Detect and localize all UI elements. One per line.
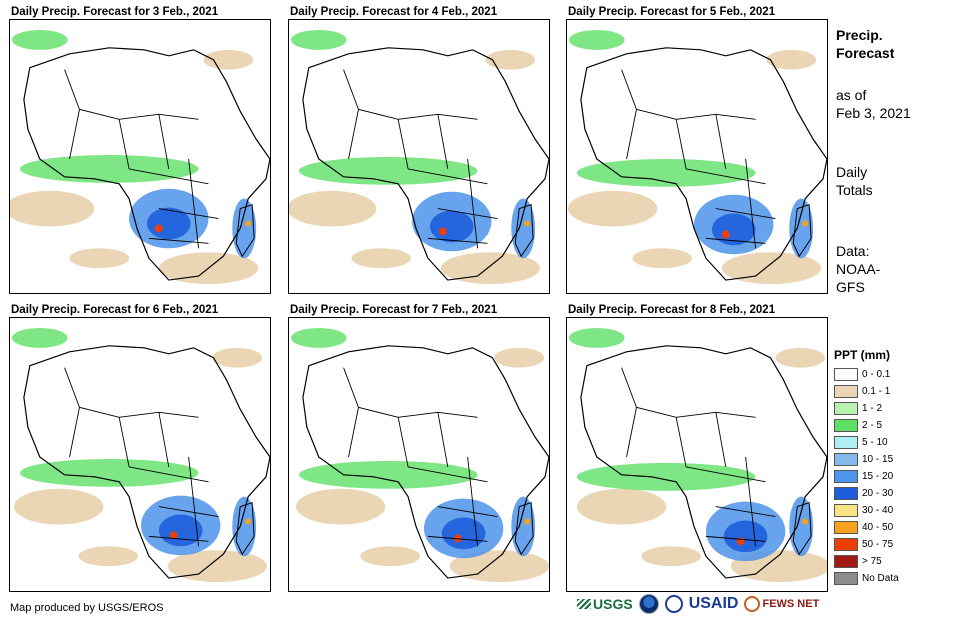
legend-item: 50 - 75 <box>834 536 924 553</box>
legend-item: 15 - 20 <box>834 468 924 485</box>
precip-map <box>288 19 550 294</box>
logo-strip: USGS USAID FEWS NET <box>577 594 819 614</box>
legend-swatch <box>834 572 858 585</box>
legend-swatch <box>834 436 858 449</box>
legend-item: 30 - 40 <box>834 502 924 519</box>
totals-line2: Totals <box>836 182 873 198</box>
forecast-panel-6: Daily Precip. Forecast for 8 Feb., 2021 <box>566 304 828 592</box>
precip-map <box>288 317 550 592</box>
legend: PPT (mm) 0 - 0.1 0.1 - 1 1 - 2 2 - 5 5 - 10 1… <box>834 348 924 587</box>
usgs-wave-icon <box>577 599 591 609</box>
forecast-panel-2: Daily Precip. Forecast for 4 Feb., 2021 <box>288 6 550 294</box>
legend-swatch <box>834 538 858 551</box>
precip-map <box>566 19 828 294</box>
fews-globe-icon <box>744 596 761 612</box>
legend-label: 10 - 15 <box>862 454 894 465</box>
legend-swatch <box>834 487 858 500</box>
sidebar-title-line2: Forecast <box>836 45 895 61</box>
noaa-logo-icon <box>638 594 659 614</box>
legend-title: PPT (mm) <box>834 348 891 362</box>
legend-swatch <box>834 555 858 568</box>
legend-label: > 75 <box>862 556 882 567</box>
asof-line1: as of <box>836 87 867 103</box>
sidebar-data-source: Data: NOAA- GFS <box>836 242 880 296</box>
legend-item: 5 - 10 <box>834 434 924 451</box>
africa-map-graphic <box>10 29 270 285</box>
asof-line2: Feb 3, 2021 <box>836 105 911 121</box>
legend-item: No Data <box>834 570 924 587</box>
totals-line1: Daily <box>836 164 868 180</box>
africa-map-graphic <box>11 327 270 583</box>
legend-label: 5 - 10 <box>862 437 888 448</box>
legend-label: 50 - 75 <box>862 539 894 550</box>
legend-item: 1 - 2 <box>834 400 924 417</box>
precip-map <box>566 317 828 592</box>
legend-swatch <box>834 419 858 432</box>
usaid-logo: USAID <box>688 595 739 612</box>
data-line3: GFS <box>836 279 865 295</box>
africa-map-graphic <box>568 327 827 583</box>
legend-item: 10 - 15 <box>834 451 924 468</box>
precip-map <box>9 317 271 592</box>
legend-label: 15 - 20 <box>862 471 894 482</box>
forecast-panel-3: Daily Precip. Forecast for 5 Feb., 2021 <box>566 6 828 294</box>
sidebar-asof: as of Feb 3, 2021 <box>836 86 911 122</box>
fews-logo: FEWS NET <box>744 596 819 612</box>
legend-swatch <box>834 402 858 415</box>
legend-item: 20 - 30 <box>834 485 924 502</box>
panel-title: Daily Precip. Forecast for 6 Feb., 2021 <box>11 304 219 316</box>
legend-label: No Data <box>862 573 899 584</box>
legend-swatch <box>834 521 858 534</box>
precip-map <box>9 19 271 294</box>
sidebar-totals: Daily Totals <box>836 163 873 199</box>
sidebar-title-line1: Precip. <box>836 27 883 43</box>
usaid-seal-icon <box>664 595 683 613</box>
legend-item: 0 - 0.1 <box>834 366 924 383</box>
legend-item: > 75 <box>834 553 924 570</box>
panel-title: Daily Precip. Forecast for 4 Feb., 2021 <box>290 6 498 18</box>
legend-swatch <box>834 453 858 466</box>
legend-swatch <box>834 368 858 381</box>
data-line1: Data: <box>836 243 870 259</box>
legend-item: 0.1 - 1 <box>834 383 924 400</box>
legend-label: 40 - 50 <box>862 522 894 533</box>
map-credit: Map produced by USGS/EROS <box>10 602 164 614</box>
legend-label: 1 - 2 <box>862 403 883 414</box>
legend-swatch <box>834 385 858 398</box>
panel-title: Daily Precip. Forecast for 5 Feb., 2021 <box>568 6 776 18</box>
sidebar-title: Precip. Forecast <box>836 26 894 62</box>
forecast-panel-4: Daily Precip. Forecast for 6 Feb., 2021 <box>9 304 271 592</box>
legend-swatch <box>834 470 858 483</box>
legend-item: 2 - 5 <box>834 417 924 434</box>
legend-label: 20 - 30 <box>862 488 894 499</box>
panel-title: Daily Precip. Forecast for 8 Feb., 2021 <box>568 304 776 316</box>
forecast-panel-1: Daily Precip. Forecast for 3 Feb., 2021 <box>9 6 271 294</box>
data-line2: NOAA- <box>836 261 881 277</box>
legend-label: 0.1 - 1 <box>862 386 891 397</box>
panel-title: Daily Precip. Forecast for 7 Feb., 2021 <box>290 304 498 316</box>
forecast-panel-5: Daily Precip. Forecast for 7 Feb., 2021 <box>288 304 550 592</box>
legend-swatch <box>834 504 858 517</box>
legend-item: 40 - 50 <box>834 519 924 536</box>
africa-map-graphic <box>290 327 549 583</box>
africa-map-graphic <box>289 29 549 285</box>
usgs-logo: USGS <box>577 596 633 612</box>
legend-label: 0 - 0.1 <box>862 369 891 380</box>
panel-title: Daily Precip. Forecast for 3 Feb., 2021 <box>11 6 219 18</box>
legend-label: 30 - 40 <box>862 505 894 516</box>
africa-map-graphic <box>567 29 827 285</box>
legend-label: 2 - 5 <box>862 420 883 431</box>
